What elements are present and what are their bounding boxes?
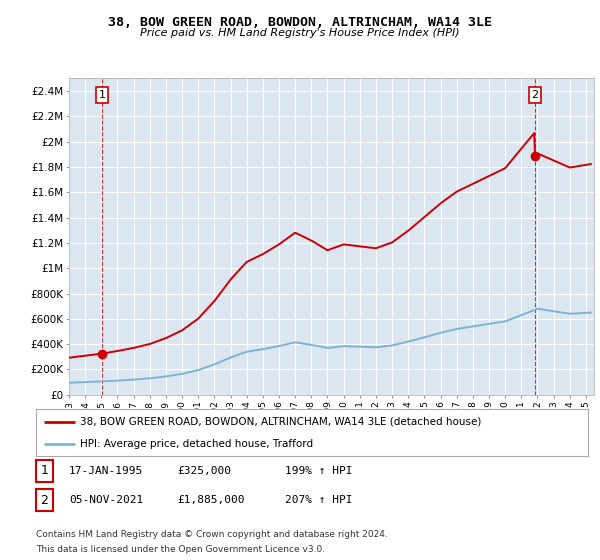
Text: Price paid vs. HM Land Registry's House Price Index (HPI): Price paid vs. HM Land Registry's House … bbox=[140, 28, 460, 38]
Text: 2: 2 bbox=[40, 493, 49, 507]
Text: 17-JAN-1995: 17-JAN-1995 bbox=[69, 466, 143, 476]
Text: 05-NOV-2021: 05-NOV-2021 bbox=[69, 495, 143, 505]
Text: 38, BOW GREEN ROAD, BOWDON, ALTRINCHAM, WA14 3LE: 38, BOW GREEN ROAD, BOWDON, ALTRINCHAM, … bbox=[108, 16, 492, 29]
Text: 199% ↑ HPI: 199% ↑ HPI bbox=[285, 466, 353, 476]
Text: £325,000: £325,000 bbox=[177, 466, 231, 476]
Text: 207% ↑ HPI: 207% ↑ HPI bbox=[285, 495, 353, 505]
Text: 2: 2 bbox=[532, 90, 538, 100]
Text: 38, BOW GREEN ROAD, BOWDON, ALTRINCHAM, WA14 3LE (detached house): 38, BOW GREEN ROAD, BOWDON, ALTRINCHAM, … bbox=[80, 417, 482, 427]
Text: Contains HM Land Registry data © Crown copyright and database right 2024.: Contains HM Land Registry data © Crown c… bbox=[36, 530, 388, 539]
Text: This data is licensed under the Open Government Licence v3.0.: This data is licensed under the Open Gov… bbox=[36, 545, 325, 554]
Text: £1,885,000: £1,885,000 bbox=[177, 495, 245, 505]
Text: 1: 1 bbox=[98, 90, 106, 100]
Text: HPI: Average price, detached house, Trafford: HPI: Average price, detached house, Traf… bbox=[80, 438, 313, 449]
Text: 1: 1 bbox=[40, 464, 49, 478]
